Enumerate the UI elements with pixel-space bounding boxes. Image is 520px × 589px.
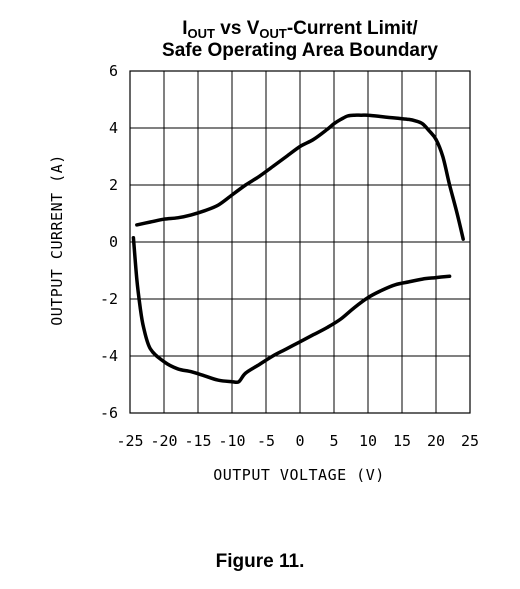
chart-title-part: OUT xyxy=(188,26,216,41)
x-tick-label: -25 xyxy=(116,432,143,450)
chart-title-line1: IOUT vs VOUT-Current Limit/ xyxy=(182,18,418,41)
y-axis-label: OUTPUT CURRENT (A) xyxy=(48,154,66,326)
x-tick-label: 10 xyxy=(359,432,377,450)
y-tick-label: -4 xyxy=(100,347,118,365)
chart-title-line2: Safe Operating Area Boundary xyxy=(162,40,438,61)
chart-title-part: vs V xyxy=(215,18,260,39)
plot-grid xyxy=(129,70,471,414)
y-tick-label: 2 xyxy=(109,176,118,194)
x-tick-label: -20 xyxy=(150,432,177,450)
x-tick-label: 5 xyxy=(329,432,338,450)
x-axis-label: OUTPUT VOLTAGE (V) xyxy=(213,466,385,484)
x-tick-labels: -25 -20 -15 -10 -5 0 5 10 15 20 25 xyxy=(116,432,479,450)
chart-title-part: -Current Limit/ xyxy=(287,18,419,39)
chart-title-part: I xyxy=(182,18,187,39)
y-tick-label: 0 xyxy=(109,233,118,251)
x-tick-label: -5 xyxy=(257,432,275,450)
x-tick-label: -15 xyxy=(184,432,211,450)
y-tick-label: 4 xyxy=(109,119,118,137)
y-tick-label: -2 xyxy=(100,290,118,308)
y-tick-label: -6 xyxy=(100,404,118,422)
y-tick-label: 6 xyxy=(109,62,118,80)
chart-title-part: OUT xyxy=(259,26,287,41)
x-tick-label: 15 xyxy=(393,432,411,450)
figure-caption: Figure 11. xyxy=(215,551,305,572)
x-tick-label: 25 xyxy=(461,432,479,450)
series-line-2 xyxy=(131,235,452,385)
data-series xyxy=(131,113,465,385)
series-line-1 xyxy=(135,113,465,241)
x-tick-label: 20 xyxy=(427,432,445,450)
plot-frame xyxy=(129,70,471,414)
y-tick-labels: 6 4 2 0 -2 -4 -6 xyxy=(100,62,118,422)
x-tick-label: 0 xyxy=(295,432,304,450)
x-tick-label: -10 xyxy=(218,432,245,450)
